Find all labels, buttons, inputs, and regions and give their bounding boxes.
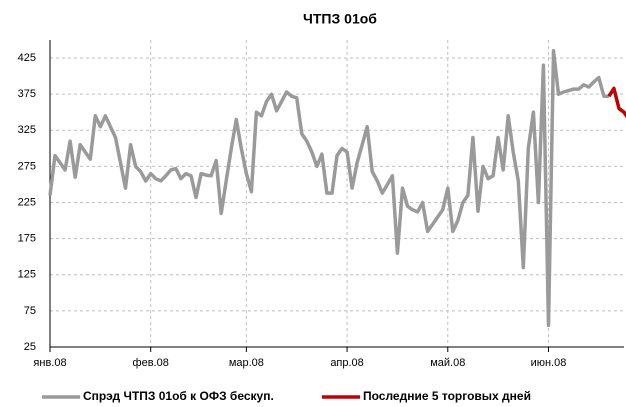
x-tick-label: янв.08	[33, 357, 66, 369]
y-tick-label: 125	[18, 269, 36, 281]
y-tick-label: 325	[18, 124, 36, 136]
x-tick-label: фев.08	[133, 357, 169, 369]
y-tick-label: 275	[18, 160, 36, 172]
x-tick-label: мар.08	[229, 357, 264, 369]
legend-label: Последние 5 торговых дней	[363, 389, 531, 403]
y-tick-label: 225	[18, 196, 36, 208]
x-tick-label: июн.08	[531, 357, 567, 369]
x-tick-label: май.08	[430, 357, 465, 369]
y-tick-label: 175	[18, 233, 36, 245]
y-tick-label: 25	[24, 341, 36, 353]
x-tick-label: апр.08	[330, 357, 363, 369]
y-tick-label: 75	[24, 305, 36, 317]
series-line	[607, 86, 626, 119]
y-tick-label: 375	[18, 88, 36, 100]
legend-label: Спрэд ЧТПЗ 01об к ОФЗ бескуп.	[83, 389, 274, 403]
y-tick-label: 425	[18, 52, 36, 64]
series-line	[48, 49, 609, 328]
chart-title: ЧТПЗ 01об	[303, 11, 377, 27]
